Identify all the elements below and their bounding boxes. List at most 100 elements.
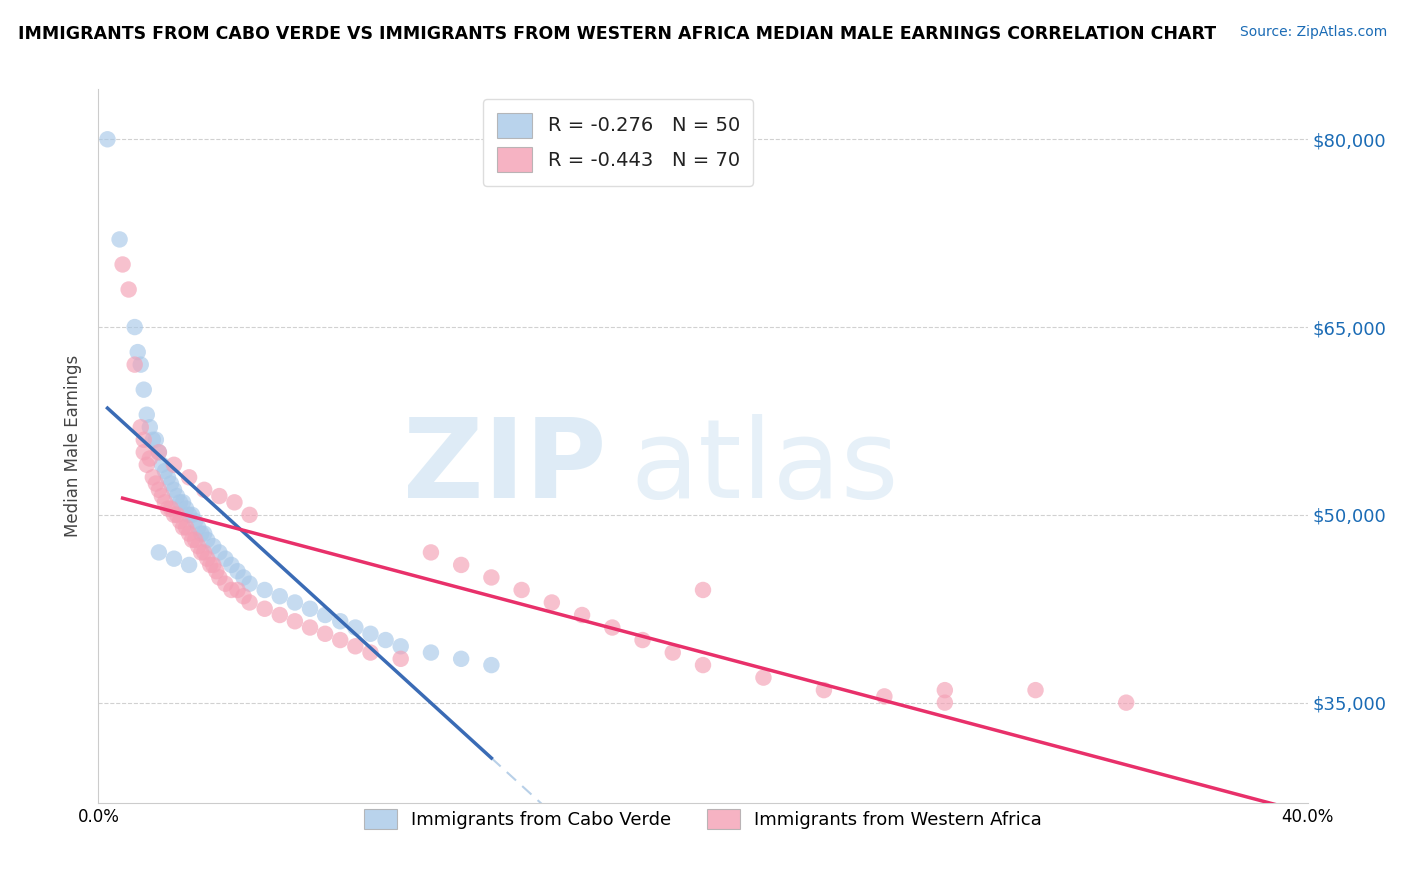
- Point: [232, 589, 254, 603]
- Point: [179, 470, 201, 484]
- Point: [172, 495, 194, 509]
- Point: [118, 283, 141, 297]
- Point: [187, 520, 209, 534]
- Point: [253, 582, 276, 597]
- Point: [145, 433, 167, 447]
- Point: [314, 627, 336, 641]
- Point: [239, 576, 262, 591]
- Point: [184, 533, 207, 547]
- Point: [239, 595, 262, 609]
- Point: [202, 539, 225, 553]
- Point: [208, 545, 231, 559]
- Point: [214, 551, 236, 566]
- Text: atlas: atlas: [630, 414, 898, 521]
- Point: [420, 646, 443, 660]
- Point: [148, 483, 170, 497]
- Point: [163, 458, 186, 472]
- Point: [142, 470, 165, 484]
- Point: [481, 570, 503, 584]
- Point: [174, 501, 197, 516]
- Point: [153, 464, 176, 478]
- Point: [184, 514, 207, 528]
- Point: [96, 132, 118, 146]
- Point: [344, 640, 367, 654]
- Point: [139, 420, 162, 434]
- Point: [193, 483, 215, 497]
- Point: [344, 621, 367, 635]
- Point: [163, 508, 186, 522]
- Point: [148, 445, 170, 459]
- Point: [195, 551, 218, 566]
- Point: [299, 621, 322, 635]
- Point: [127, 345, 149, 359]
- Point: [510, 582, 533, 597]
- Point: [135, 458, 157, 472]
- Point: [200, 558, 222, 572]
- Point: [226, 582, 249, 597]
- Point: [190, 545, 212, 559]
- Point: [129, 420, 152, 434]
- Point: [195, 533, 218, 547]
- Point: [389, 640, 412, 654]
- Text: ZIP: ZIP: [404, 414, 606, 521]
- Point: [813, 683, 835, 698]
- Point: [174, 520, 197, 534]
- Point: [329, 633, 352, 648]
- Point: [360, 627, 382, 641]
- Point: [179, 508, 201, 522]
- Point: [156, 501, 179, 516]
- Point: [129, 358, 152, 372]
- Point: [172, 520, 194, 534]
- Point: [450, 558, 472, 572]
- Text: IMMIGRANTS FROM CABO VERDE VS IMMIGRANTS FROM WESTERN AFRICA MEDIAN MALE EARNING: IMMIGRANTS FROM CABO VERDE VS IMMIGRANTS…: [18, 25, 1216, 43]
- Point: [179, 558, 201, 572]
- Point: [181, 533, 204, 547]
- Point: [205, 564, 228, 578]
- Point: [124, 358, 146, 372]
- Point: [166, 489, 188, 503]
- Point: [156, 470, 179, 484]
- Point: [163, 483, 186, 497]
- Point: [108, 232, 131, 246]
- Point: [135, 408, 157, 422]
- Point: [208, 570, 231, 584]
- Point: [221, 582, 243, 597]
- Point: [169, 495, 191, 509]
- Point: [166, 508, 188, 522]
- Point: [142, 433, 165, 447]
- Point: [540, 595, 562, 609]
- Point: [269, 607, 291, 622]
- Point: [193, 545, 215, 559]
- Point: [221, 558, 243, 572]
- Point: [224, 495, 246, 509]
- Point: [202, 558, 225, 572]
- Point: [1024, 683, 1046, 698]
- Point: [420, 545, 443, 559]
- Point: [239, 508, 262, 522]
- Point: [208, 489, 231, 503]
- Point: [187, 539, 209, 553]
- Point: [160, 501, 183, 516]
- Point: [389, 652, 412, 666]
- Point: [631, 633, 654, 648]
- Point: [150, 489, 173, 503]
- Point: [253, 601, 276, 615]
- Point: [150, 458, 173, 472]
- Point: [148, 545, 170, 559]
- Point: [132, 383, 155, 397]
- Point: [132, 433, 155, 447]
- Point: [181, 508, 204, 522]
- Point: [190, 526, 212, 541]
- Point: [752, 671, 775, 685]
- Point: [139, 451, 162, 466]
- Point: [374, 633, 396, 648]
- Point: [169, 514, 191, 528]
- Point: [661, 646, 683, 660]
- Point: [481, 658, 503, 673]
- Point: [148, 445, 170, 459]
- Point: [193, 526, 215, 541]
- Point: [329, 614, 352, 628]
- Point: [145, 476, 167, 491]
- Point: [873, 690, 896, 704]
- Y-axis label: Median Male Earnings: Median Male Earnings: [65, 355, 83, 537]
